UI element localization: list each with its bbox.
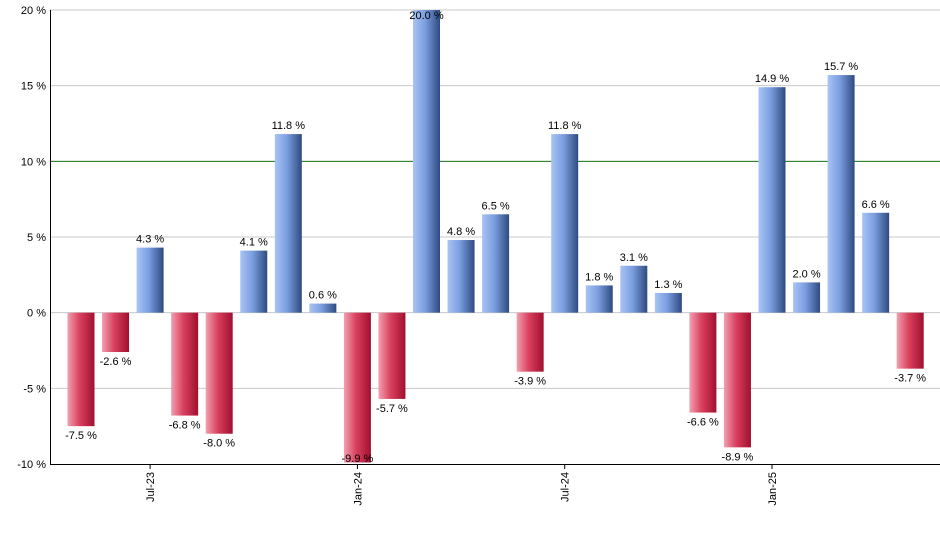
bar <box>343 312 371 463</box>
bar <box>551 134 579 313</box>
x-tick-label: Jan-24 <box>352 472 364 506</box>
bars <box>67 10 924 463</box>
data-label: 0.6 % <box>309 290 337 302</box>
bar <box>67 312 95 427</box>
data-label: -3.7 % <box>894 373 926 385</box>
data-label: 4.8 % <box>447 226 475 238</box>
data-label: 6.5 % <box>482 200 510 212</box>
bar <box>516 312 544 372</box>
y-tick-label: 10 % <box>21 156 46 168</box>
bar <box>274 134 302 313</box>
bar <box>205 312 233 434</box>
bar <box>862 212 890 313</box>
bar <box>240 250 268 313</box>
bar <box>689 312 717 413</box>
bar <box>620 265 648 313</box>
bar <box>102 312 130 353</box>
bar <box>723 312 751 448</box>
data-label: 6.6 % <box>862 199 890 211</box>
data-label: 1.3 % <box>654 279 682 291</box>
bar <box>896 312 924 369</box>
data-label: -5.7 % <box>376 403 408 415</box>
x-tick-label: Jul-23 <box>145 472 157 502</box>
data-label: -8.0 % <box>203 438 235 450</box>
y-tick-label: 20 % <box>21 5 46 17</box>
data-label: 4.3 % <box>136 234 164 246</box>
bar <box>654 292 682 313</box>
data-label: 11.8 % <box>548 120 582 132</box>
y-tick-label: -5 % <box>23 383 46 395</box>
data-labels: -7.5 % -2.6 % 4.3 % -6.8 %-8.0 % 4.1 % 11.8 %… <box>65 10 926 465</box>
data-label: -9.9 % <box>342 453 374 465</box>
data-label: -7.5 % <box>65 430 97 442</box>
x-tick-label: Jul-24 <box>560 472 572 502</box>
data-label: 11.8 % <box>272 120 306 132</box>
data-label: -3.9 % <box>514 376 546 388</box>
bar <box>482 214 510 313</box>
bar <box>447 240 475 313</box>
data-label: 3.1 % <box>620 252 648 264</box>
data-label: 4.1 % <box>240 237 268 249</box>
y-tick-label: 0 % <box>27 308 46 320</box>
bar <box>827 75 855 313</box>
y-tick-label: 15 % <box>21 81 46 93</box>
data-label: 20.0 % <box>409 10 443 22</box>
data-label: -2.6 % <box>100 356 132 368</box>
data-label: 1.8 % <box>585 271 613 283</box>
data-label: 2.0 % <box>792 268 820 280</box>
data-label: -6.8 % <box>169 420 201 432</box>
data-label: -6.6 % <box>687 417 719 429</box>
bar <box>758 87 786 313</box>
y-axis-ticks: 20 % 15 % 10 % 5 % 0 % -5 % -10 % <box>17 5 46 471</box>
bar <box>136 247 164 313</box>
bar <box>413 10 440 313</box>
data-label: -8.9 % <box>722 451 754 463</box>
x-axis-ticks: Jul-23 Jan-24 Jul-24 Jan-25 <box>145 464 779 506</box>
y-tick-label: 5 % <box>27 232 46 244</box>
data-label: 14.9 % <box>755 73 789 85</box>
bar <box>378 312 406 399</box>
bar <box>309 303 337 313</box>
bar <box>585 285 613 313</box>
axes <box>50 10 940 465</box>
bar <box>793 282 821 313</box>
x-tick-label: Jan-25 <box>767 472 779 506</box>
y-tick-label: -10 % <box>17 459 46 471</box>
data-label: 15.7 % <box>824 61 858 73</box>
bar <box>171 312 199 416</box>
